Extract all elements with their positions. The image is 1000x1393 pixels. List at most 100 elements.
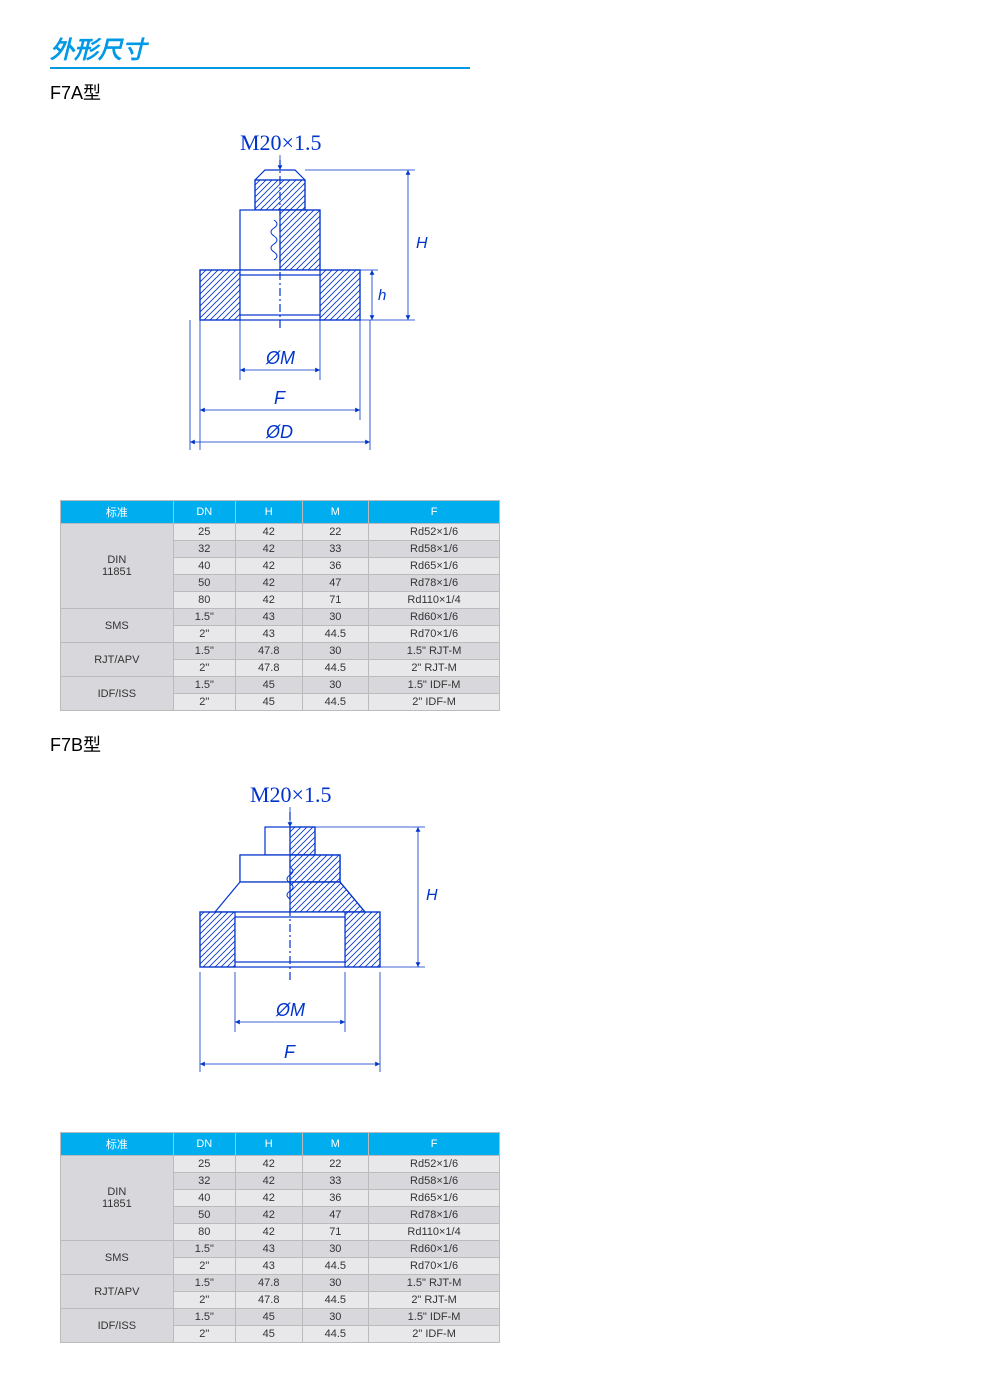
col-header: H (235, 1133, 302, 1156)
std-cell: DIN11851 (61, 1156, 174, 1241)
data-cell: 43 (235, 1241, 302, 1258)
data-cell: 30 (302, 1275, 369, 1292)
data-cell: 42 (235, 1190, 302, 1207)
std-cell: RJT/APV (61, 1275, 174, 1309)
std-cell: SMS (61, 1241, 174, 1275)
data-cell: Rd60×1/6 (369, 609, 500, 626)
data-cell: 1.5" (173, 1309, 235, 1326)
data-cell: 36 (302, 558, 369, 575)
data-cell: 30 (302, 643, 369, 660)
data-cell: 1.5" RJT-M (369, 1275, 500, 1292)
data-cell: Rd60×1/6 (369, 1241, 500, 1258)
thread-label-b: M20×1.5 (250, 782, 331, 807)
data-cell: Rd52×1/6 (369, 524, 500, 541)
data-cell: Rd110×1/4 (369, 592, 500, 609)
subsection-f7b: F7B型 (50, 731, 950, 757)
table-row: IDF/ISS1.5"45301.5" IDF-M (61, 677, 500, 694)
data-cell: 45 (235, 677, 302, 694)
data-cell: 2" (173, 694, 235, 711)
data-cell: 44.5 (302, 626, 369, 643)
data-cell: Rd58×1/6 (369, 541, 500, 558)
data-cell: 71 (302, 1224, 369, 1241)
col-header: DN (173, 1133, 235, 1156)
data-cell: 2" (173, 1326, 235, 1343)
data-cell: 42 (235, 1173, 302, 1190)
col-header: F (369, 1133, 500, 1156)
table-row: DIN11851254222Rd52×1/6 (61, 1156, 500, 1173)
table-row: SMS1.5"4330Rd60×1/6 (61, 609, 500, 626)
data-cell: 80 (173, 1224, 235, 1241)
data-cell: Rd65×1/6 (369, 558, 500, 575)
data-cell: 2" (173, 1258, 235, 1275)
thread-label-a: M20×1.5 (240, 130, 321, 155)
data-cell: 1.5" (173, 1275, 235, 1292)
data-cell: 42 (235, 575, 302, 592)
data-cell: 42 (235, 541, 302, 558)
data-cell: 32 (173, 1173, 235, 1190)
data-cell: 30 (302, 1241, 369, 1258)
data-cell: 44.5 (302, 1326, 369, 1343)
data-cell: 25 (173, 1156, 235, 1173)
data-cell: 30 (302, 677, 369, 694)
table-row: SMS1.5"4330Rd60×1/6 (61, 1241, 500, 1258)
col-header: M (302, 1133, 369, 1156)
std-cell: SMS (61, 609, 174, 643)
table-row: RJT/APV1.5"47.8301.5" RJT-M (61, 643, 500, 660)
data-cell: 44.5 (302, 1258, 369, 1275)
data-cell: 44.5 (302, 660, 369, 677)
data-cell: 1.5" (173, 677, 235, 694)
table-row: DIN11851254222Rd52×1/6 (61, 524, 500, 541)
col-header: H (235, 501, 302, 524)
data-cell: 2" RJT-M (369, 660, 500, 677)
data-cell: 43 (235, 626, 302, 643)
data-cell: 47.8 (235, 660, 302, 677)
col-header: DN (173, 501, 235, 524)
col-header: M (302, 501, 369, 524)
data-cell: 2" IDF-M (369, 1326, 500, 1343)
data-cell: Rd70×1/6 (369, 1258, 500, 1275)
section-title: 外形尺寸 (50, 30, 470, 69)
data-cell: Rd78×1/6 (369, 575, 500, 592)
col-header: 标准 (61, 1133, 174, 1156)
data-cell: 42 (235, 558, 302, 575)
data-cell: 44.5 (302, 694, 369, 711)
std-cell: IDF/ISS (61, 677, 174, 711)
data-cell: 33 (302, 541, 369, 558)
dimensions-table-f7a: 标准DNHMFDIN11851254222Rd52×1/6324233Rd58×… (60, 500, 500, 711)
data-cell: 1.5" RJT-M (369, 643, 500, 660)
dimensions-table-f7b: 标准DNHMFDIN11851254222Rd52×1/6324233Rd58×… (60, 1132, 500, 1343)
data-cell: 42 (235, 1207, 302, 1224)
data-cell: 2" (173, 660, 235, 677)
dim-h-label: h (378, 287, 386, 304)
dim-phiD-a: ØD (265, 422, 293, 442)
data-cell: 40 (173, 1190, 235, 1207)
data-cell: Rd52×1/6 (369, 1156, 500, 1173)
data-cell: 47.8 (235, 1275, 302, 1292)
std-cell: IDF/ISS (61, 1309, 174, 1343)
data-cell: 36 (302, 1190, 369, 1207)
data-cell: 1.5" (173, 643, 235, 660)
data-cell: 43 (235, 1258, 302, 1275)
data-cell: Rd78×1/6 (369, 1207, 500, 1224)
table-row: RJT/APV1.5"47.8301.5" RJT-M (61, 1275, 500, 1292)
data-cell: 22 (302, 1156, 369, 1173)
data-cell: 44.5 (302, 1292, 369, 1309)
data-cell: 42 (235, 524, 302, 541)
data-cell: 25 (173, 524, 235, 541)
data-cell: 50 (173, 575, 235, 592)
data-cell: 42 (235, 1224, 302, 1241)
data-cell: 1.5" IDF-M (369, 677, 500, 694)
data-cell: 45 (235, 1326, 302, 1343)
data-cell: Rd58×1/6 (369, 1173, 500, 1190)
data-cell: 22 (302, 524, 369, 541)
std-cell: DIN11851 (61, 524, 174, 609)
data-cell: 2" RJT-M (369, 1292, 500, 1309)
data-cell: 47 (302, 1207, 369, 1224)
data-cell: 1.5" (173, 609, 235, 626)
col-header: F (369, 501, 500, 524)
data-cell: 2" (173, 626, 235, 643)
data-cell: 42 (235, 592, 302, 609)
diagram-f7a: H h M20×1.5 ØM F ØD (140, 120, 950, 485)
data-cell: 47.8 (235, 1292, 302, 1309)
col-header: 标准 (61, 501, 174, 524)
